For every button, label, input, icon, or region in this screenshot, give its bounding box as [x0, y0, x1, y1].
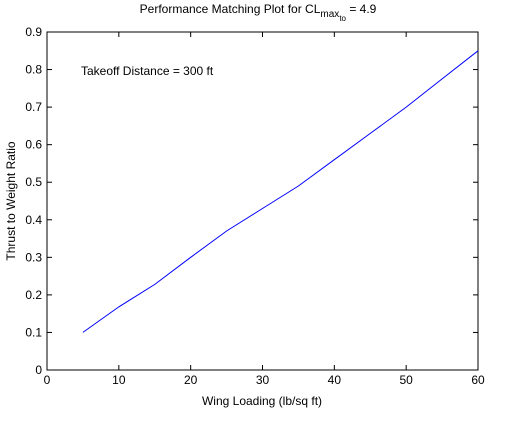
- x-axis-ticks: 0 10 20 30 40 50 60: [44, 32, 485, 387]
- y-tick-label: 0.3: [25, 250, 42, 264]
- y-tick-label: 0.1: [25, 325, 42, 339]
- chart-title-suffix: = 4.9: [346, 2, 377, 16]
- x-tick-label: 10: [112, 373, 126, 387]
- y-tick-label: 0.9: [25, 25, 42, 39]
- x-tick-label: 50: [399, 373, 413, 387]
- y-tick-label: 0.7: [25, 100, 42, 114]
- y-tick-label: 0.4: [25, 213, 42, 227]
- y-tick-label: 0.2: [25, 288, 42, 302]
- chart-title-sub-to: to: [339, 14, 346, 23]
- chart-title: Performance Matching Plot for CLmaxto = …: [140, 2, 377, 23]
- y-tick-label: 0.5: [25, 175, 42, 189]
- chart-title-prefix: Performance Matching Plot for CL: [140, 2, 321, 16]
- chart-title-sub-max: max: [320, 9, 339, 20]
- y-axis-ticks: 0 0.1 0.2 0.3 0.4 0.5 0.6 0.7 0.8 0.9: [25, 25, 478, 377]
- svg-text:Performance Matching Plot for: Performance Matching Plot for CLmaxto = …: [140, 2, 377, 23]
- y-axis-label: Thrust to Weight Ratio: [4, 141, 18, 260]
- x-tick-label: 60: [471, 373, 485, 387]
- series-layer: [82, 50, 479, 333]
- x-tick-label: 40: [328, 373, 342, 387]
- y-tick-label: 0: [35, 363, 42, 377]
- x-tick-label: 20: [184, 373, 198, 387]
- series-line: [82, 50, 479, 333]
- x-tick-label: 0: [44, 373, 51, 387]
- y-tick-label: 0.8: [25, 63, 42, 77]
- x-tick-label: 30: [256, 373, 270, 387]
- x-axis-label: Wing Loading (lb/sq ft): [202, 394, 322, 408]
- plot-area: [46, 31, 479, 371]
- y-tick-label: 0.6: [25, 138, 42, 152]
- annotation-takeoff-distance: Takeoff Distance = 300 ft: [81, 64, 214, 78]
